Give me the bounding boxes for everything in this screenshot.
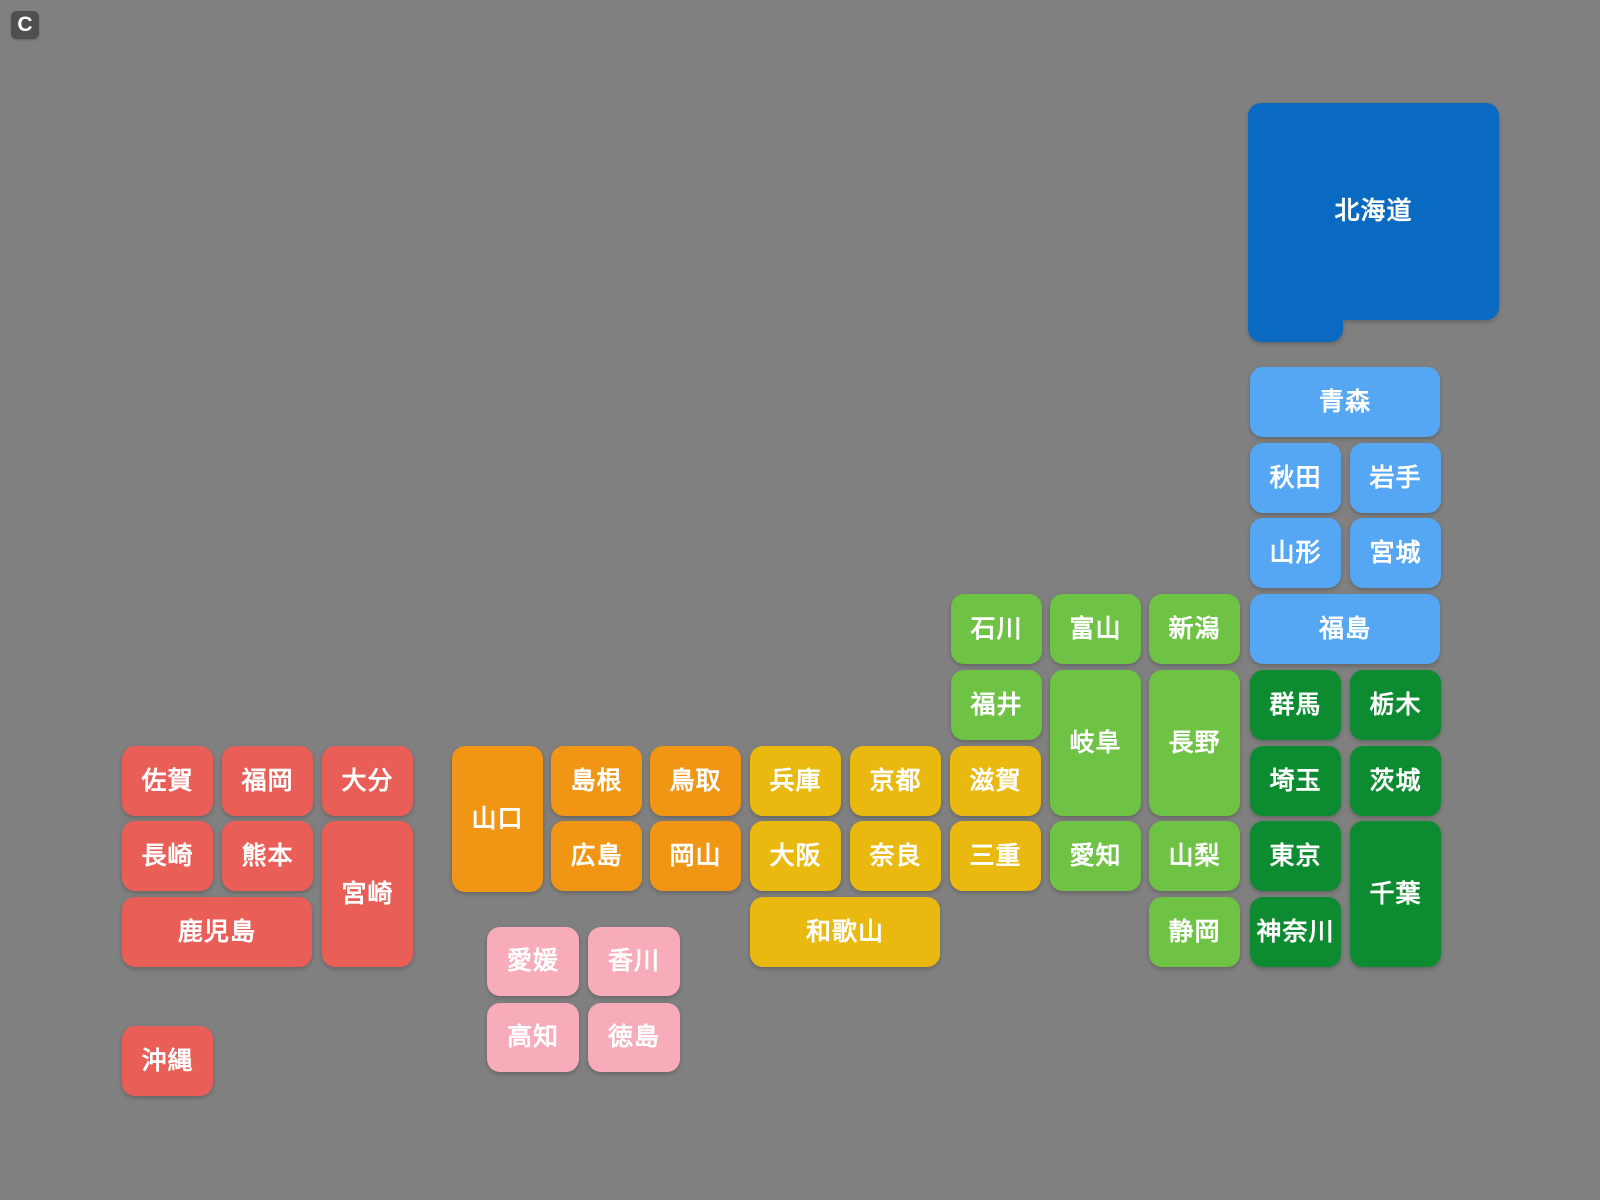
prefecture-label-niigata: 新潟 [1168,614,1221,643]
prefecture-tile-nara[interactable]: 奈良 [850,821,941,891]
prefecture-label-oita: 大分 [341,766,394,795]
prefecture-tile-miyazaki[interactable]: 宮崎 [322,821,413,967]
prefecture-tile-mie[interactable]: 三重 [950,821,1041,891]
prefecture-tile-kagoshima[interactable]: 鹿児島 [122,897,312,967]
prefecture-label-fukuoka: 福岡 [241,766,294,795]
prefecture-tile-yamaguchi[interactable]: 山口 [452,746,543,892]
prefecture-tile-gunma[interactable]: 群馬 [1250,670,1341,740]
prefecture-tile-yamagata[interactable]: 山形 [1250,518,1341,588]
prefecture-tile-ibaraki[interactable]: 茨城 [1350,746,1441,816]
prefecture-label-fukui: 福井 [970,690,1023,719]
prefecture-label-gifu: 岐阜 [1069,728,1122,757]
prefecture-tile-aichi[interactable]: 愛知 [1050,821,1141,891]
prefecture-label-hyogo: 兵庫 [769,766,822,795]
prefecture-tile-kagawa[interactable]: 香川 [588,927,680,996]
prefecture-tile-shimane[interactable]: 島根 [551,746,642,816]
prefecture-label-chiba: 千葉 [1369,879,1422,908]
prefecture-tile-saitama[interactable]: 埼玉 [1250,746,1341,816]
prefecture-tile-tottori[interactable]: 鳥取 [650,746,741,816]
prefecture-label-tottori: 鳥取 [669,766,722,795]
prefecture-tile-hokkaido[interactable]: 北海道 [1248,103,1499,342]
prefecture-tile-ehime[interactable]: 愛媛 [487,927,579,996]
prefecture-tile-wakayama[interactable]: 和歌山 [750,897,940,967]
prefecture-label-aichi: 愛知 [1069,841,1122,870]
prefecture-label-saitama: 埼玉 [1269,766,1322,795]
prefecture-label-miyagi: 宮城 [1369,538,1422,567]
prefecture-tile-fukushima[interactable]: 福島 [1250,594,1440,664]
prefecture-label-gunma: 群馬 [1269,690,1322,719]
prefecture-tile-osaka[interactable]: 大阪 [750,821,841,891]
prefecture-tile-ishikawa[interactable]: 石川 [951,594,1042,664]
prefecture-label-miyazaki: 宮崎 [341,879,394,908]
prefecture-tile-yamanashi[interactable]: 山梨 [1149,821,1240,891]
prefecture-tile-gifu[interactable]: 岐阜 [1050,670,1141,816]
prefecture-tile-iwate[interactable]: 岩手 [1350,443,1441,513]
prefecture-label-wakayama: 和歌山 [805,917,884,946]
prefecture-tile-tochigi[interactable]: 栃木 [1350,670,1441,740]
prefecture-tile-kochi[interactable]: 高知 [487,1003,579,1072]
prefecture-tile-chiba[interactable]: 千葉 [1350,821,1441,967]
prefecture-label-yamanashi: 山梨 [1168,841,1221,870]
prefecture-tile-oita[interactable]: 大分 [322,746,413,816]
prefecture-label-yamagata: 山形 [1269,538,1322,567]
prefecture-label-fukushima: 福島 [1318,614,1371,643]
prefecture-tile-kanagawa[interactable]: 神奈川 [1250,897,1341,967]
prefecture-label-akita: 秋田 [1269,463,1322,492]
prefecture-tile-akita[interactable]: 秋田 [1250,443,1341,513]
prefecture-tile-fukui[interactable]: 福井 [951,670,1042,740]
prefecture-label-yamaguchi: 山口 [471,804,524,833]
prefecture-label-kanagawa: 神奈川 [1256,917,1335,946]
prefecture-label-tochigi: 栃木 [1369,690,1422,719]
prefecture-label-kagoshima: 鹿児島 [177,917,256,946]
prefecture-tile-hiroshima[interactable]: 広島 [551,821,642,891]
prefecture-label-iwate: 岩手 [1369,463,1422,492]
prefecture-label-ehime: 愛媛 [506,947,559,975]
prefecture-label-kagawa: 香川 [607,947,660,975]
prefecture-label-nagano: 長野 [1168,728,1221,757]
prefecture-tile-aomori[interactable]: 青森 [1250,367,1440,437]
hokkaido-peninsula-tab [1248,320,1343,342]
c-badge-label: C [17,13,33,36]
prefecture-tile-kumamoto[interactable]: 熊本 [222,821,313,891]
prefecture-label-tokyo: 東京 [1269,841,1322,870]
prefecture-label-aomori: 青森 [1318,387,1371,416]
prefecture-tile-fukuoka[interactable]: 福岡 [222,746,313,816]
prefecture-label-nagasaki: 長崎 [141,841,194,870]
prefecture-tile-okinawa[interactable]: 沖縄 [122,1026,213,1096]
prefecture-tile-tokushima[interactable]: 徳島 [588,1003,680,1072]
prefecture-label-saga: 佐賀 [141,766,194,795]
prefecture-tile-shizuoka[interactable]: 静岡 [1149,897,1240,967]
prefecture-tile-kyoto[interactable]: 京都 [850,746,941,816]
prefecture-label-kyoto: 京都 [869,766,922,795]
prefecture-label-okayama: 岡山 [669,841,722,870]
prefecture-label-hokkaido: 北海道 [1334,197,1413,225]
prefecture-tile-miyagi[interactable]: 宮城 [1350,518,1441,588]
prefecture-label-shizuoka: 静岡 [1168,917,1221,946]
prefecture-tile-tokyo[interactable]: 東京 [1250,821,1341,891]
c-badge[interactable]: C [11,11,39,39]
prefecture-tile-shiga[interactable]: 滋賀 [950,746,1041,816]
prefecture-tile-niigata[interactable]: 新潟 [1149,594,1240,664]
prefecture-tile-okayama[interactable]: 岡山 [650,821,741,891]
prefecture-tile-toyama[interactable]: 富山 [1050,594,1141,664]
prefecture-tile-nagano[interactable]: 長野 [1149,670,1240,816]
prefecture-tile-saga[interactable]: 佐賀 [122,746,213,816]
prefecture-label-kumamoto: 熊本 [241,841,294,870]
prefecture-tile-hyogo[interactable]: 兵庫 [750,746,841,816]
prefecture-label-tokushima: 徳島 [607,1023,660,1051]
prefecture-label-shimane: 島根 [570,766,623,795]
prefecture-label-hiroshima: 広島 [570,841,623,870]
prefecture-label-shiga: 滋賀 [969,766,1022,795]
prefecture-label-mie: 三重 [969,841,1022,870]
prefecture-label-toyama: 富山 [1069,614,1122,643]
prefecture-label-ishikawa: 石川 [970,614,1023,643]
prefecture-tile-nagasaki[interactable]: 長崎 [122,821,213,891]
prefecture-label-okinawa: 沖縄 [141,1046,194,1075]
prefecture-label-nara: 奈良 [869,841,922,870]
prefecture-label-kochi: 高知 [506,1023,559,1051]
prefecture-label-ibaraki: 茨城 [1369,766,1422,795]
prefecture-label-osaka: 大阪 [769,841,822,870]
